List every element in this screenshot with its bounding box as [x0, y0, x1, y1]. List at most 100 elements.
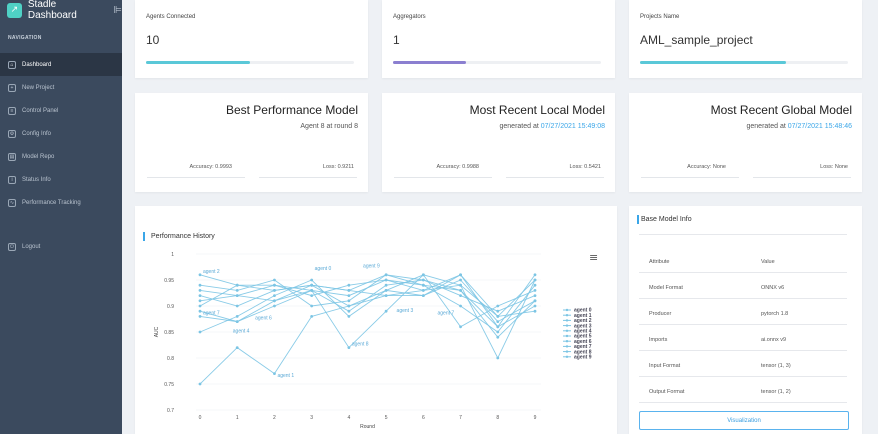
brand: ↗ Stadle Dashboard ⊫ [0, 0, 122, 21]
chart-menu-icon[interactable]: ≡ [589, 251, 599, 264]
accuracy-metric: Accuracy: 0.9988 [436, 164, 479, 170]
menu-toggle-icon[interactable]: ⊫ [113, 4, 122, 16]
sidebar-item-config-info[interactable]: ⚙ Config Info [0, 122, 122, 145]
legend-marker [565, 355, 569, 358]
divider [639, 234, 847, 235]
model-title: Most Recent Global Model [710, 103, 852, 117]
annotation-label: agent 7 [438, 310, 455, 316]
legend-label: agent 7 [574, 344, 592, 350]
x-tick-label: 6 [422, 415, 425, 421]
data-point [198, 289, 202, 292]
data-point [235, 320, 239, 323]
data-point [384, 289, 388, 292]
annotation-label: agent 4 [233, 329, 250, 335]
model-date: 07/27/2021 15:49:08 [540, 123, 605, 130]
metric-underline [147, 177, 245, 178]
annotation-label: agent 1 [277, 373, 294, 379]
performance-history-title: Performance History [151, 233, 215, 240]
divider [639, 402, 847, 403]
value-header: Value [761, 259, 775, 265]
data-point [235, 304, 239, 308]
data-point [459, 304, 462, 308]
sidebar-item-logout[interactable]: ⏻ Logout [0, 235, 122, 258]
attribute-header: Attribute [649, 259, 670, 265]
series-line-agent-9 [199, 274, 536, 338]
data-point [198, 382, 202, 386]
data-point [198, 304, 202, 308]
sidebar-item-dashboard[interactable]: ⌂ Dashboard [0, 53, 122, 76]
data-point [310, 289, 314, 292]
nav-item-label: Logout [22, 243, 41, 250]
model-card-best-performance-model: Best Performance Model Agent 8 at round … [135, 93, 368, 192]
data-point [235, 346, 239, 349]
y-tick-label: 0.85 [164, 330, 174, 336]
loss-label: Loss: [820, 164, 834, 170]
info-icon: i [8, 175, 16, 184]
data-point [533, 294, 537, 297]
legend-marker [565, 334, 569, 338]
metric-underline [394, 177, 492, 178]
accuracy-metric: Accuracy: None [687, 164, 726, 170]
data-point [235, 283, 239, 287]
data-point [198, 294, 202, 297]
data-point [310, 315, 314, 318]
divider [639, 272, 847, 273]
sidebar-item-performance-tracking[interactable]: ∿ Performance Tracking [0, 191, 122, 214]
data-point [496, 330, 500, 334]
sliders-icon: ≡ [8, 106, 16, 115]
progress-fill [640, 61, 786, 64]
data-point [496, 304, 500, 308]
legend-label: agent 9 [574, 355, 592, 361]
data-point [496, 325, 500, 329]
y-tick-label: 0.9 [167, 304, 174, 310]
divider [639, 376, 847, 377]
model-title: Most Recent Local Model [469, 103, 605, 117]
data-point [533, 304, 537, 308]
loss-metric: Loss: None [820, 164, 848, 170]
value-cell: pytorch 1.8 [761, 311, 789, 317]
chart-icon: ∿ [8, 198, 16, 207]
metric-underline [753, 177, 851, 178]
accuracy-metric: Accuracy: 0.9993 [189, 164, 232, 170]
data-point [198, 283, 202, 287]
sidebar-item-new-project[interactable]: + New Project [0, 76, 122, 99]
legend-marker [565, 319, 569, 322]
loss-metric: Loss: 0.9211 [323, 164, 354, 170]
loss-value: None [834, 164, 848, 170]
model-card-most-recent-global-model: Most Recent Global Model generated at 07… [629, 93, 862, 192]
performance-history-card: Performance History ≡ 0.7 0.75 0.8 0.85 0.9 0… [135, 206, 617, 434]
loss-value: 0.9211 [337, 164, 354, 170]
model-date: 07/27/2021 15:48:46 [787, 123, 852, 130]
nav-item-label: Model Repo [22, 153, 55, 160]
value-cell: tensor (1, 3) [761, 363, 791, 369]
data-point [310, 304, 314, 308]
annotation-label: agent 6 [255, 316, 272, 322]
loss-value: 0.5421 [584, 164, 601, 170]
metric-underline [506, 177, 604, 178]
data-point [459, 325, 462, 329]
data-point [273, 304, 276, 308]
value-cell: ONNX v6 [761, 285, 785, 291]
data-point [384, 309, 388, 313]
stat-card-aggregators: Aggregators 1 [382, 0, 615, 78]
y-tick-label: 0.75 [164, 382, 174, 388]
annotation-label: agent 9 [363, 264, 380, 270]
legend-marker [565, 340, 569, 343]
divider [639, 324, 847, 325]
stat-label: Agents Connected [146, 14, 196, 20]
data-point [459, 273, 462, 277]
visualization-button[interactable]: Visualization [639, 411, 849, 430]
y-tick-label: 0.7 [167, 408, 174, 414]
nav-item-label: Config Info [22, 130, 52, 137]
stat-card-agents-connected: Agents Connected 10 [135, 0, 368, 78]
series-line-agent-8 [199, 274, 536, 360]
accuracy-label: Accuracy: [436, 164, 461, 170]
data-point [198, 315, 202, 318]
stat-value: 1 [393, 33, 400, 47]
y-tick-label: 0.95 [164, 278, 174, 284]
sidebar-item-control-panel[interactable]: ≡ Control Panel [0, 99, 122, 122]
data-point [533, 273, 537, 277]
sidebar-item-status-info[interactable]: i Status Info [0, 168, 122, 191]
data-point [347, 299, 351, 303]
sidebar-item-model-repo[interactable]: ▤ Model Repo [0, 145, 122, 168]
